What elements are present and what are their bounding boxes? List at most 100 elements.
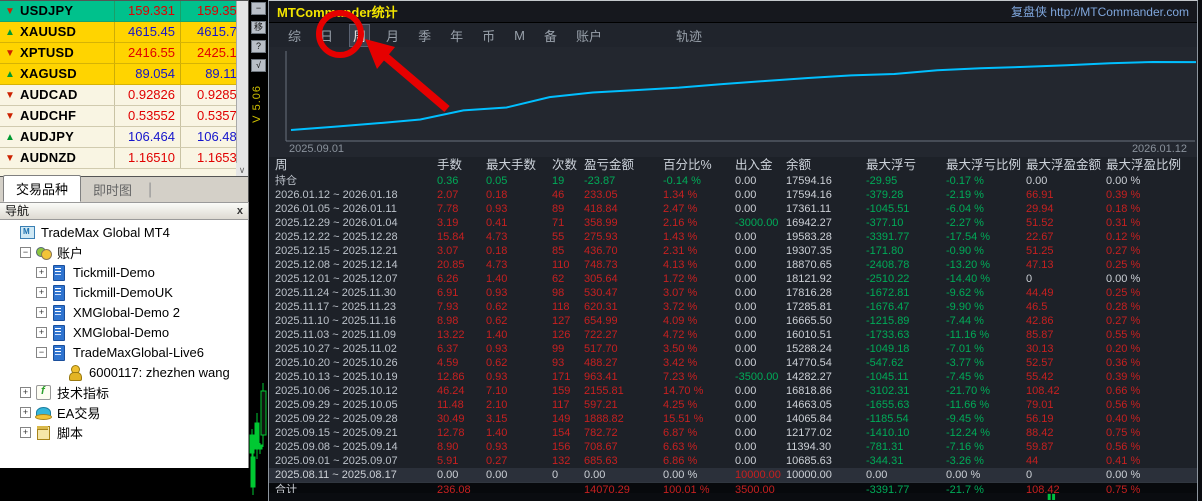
table-cell: 19307.35 xyxy=(786,245,832,257)
tree-item-server[interactable]: − TradeMaxGlobal-Live6 xyxy=(0,342,248,362)
table-cell: 4.73 xyxy=(486,231,508,243)
tree-item-server[interactable]: + Tickmill-Demo xyxy=(0,262,248,282)
scroll-down-arrow-icon[interactable]: ∨ xyxy=(236,163,248,176)
table-row[interactable]: 2025.12.08 ~ 2025.12.14 20.85 4.73 110 748.7… xyxy=(269,258,1197,272)
expand-plus-icon[interactable]: + xyxy=(36,286,47,298)
market-watch-scrollbar[interactable]: ∨ xyxy=(236,1,248,176)
table-row[interactable]: 2025.11.24 ~ 2025.11.30 6.91 0.93 98 530.47 3… xyxy=(269,286,1197,300)
table-row[interactable]: 2025.09.08 ~ 2025.09.14 8.90 0.93 156 708.67… xyxy=(269,440,1197,454)
menu-item-月[interactable]: 月 xyxy=(386,28,400,44)
tab-tick-chart[interactable]: 即时图 xyxy=(93,183,133,198)
arrow-down-icon: ▼ xyxy=(5,48,15,59)
table-row[interactable]: 2025.10.06 ~ 2025.10.12 46.24 7.10 159 2155.… xyxy=(269,384,1197,398)
menu-item-周[interactable]: 周 xyxy=(349,23,371,47)
check-button[interactable]: √ xyxy=(251,59,266,72)
table-cell: 4.72 % xyxy=(663,329,698,341)
expand-plus-icon[interactable]: + xyxy=(20,426,31,438)
tree-item-server[interactable]: + XMGlobal-Demo xyxy=(0,322,248,342)
table-cell: 4.73 xyxy=(486,259,508,271)
market-row[interactable]: ▼ XPTUSD 2416.55 2425.15 xyxy=(0,43,248,64)
table-row[interactable]: 合计 236.08 14070.29 100.01 % 3500.00 -3391.77-… xyxy=(269,482,1197,496)
tree-item-script[interactable]: + 脚本 xyxy=(0,422,248,442)
table-row[interactable]: 2025.12.01 ~ 2025.12.07 6.26 1.40 62 305.64 1… xyxy=(269,272,1197,286)
menu-item-综[interactable]: 综 xyxy=(288,28,302,44)
menu-item-备[interactable]: 备 xyxy=(543,28,557,44)
market-row[interactable]: ▲ AUDJPY 106.464 106.486 xyxy=(0,127,248,148)
expand-plus-icon[interactable]: + xyxy=(36,326,47,338)
move-button[interactable]: 移 xyxy=(251,21,266,34)
table-cell: 6.63 % xyxy=(663,441,698,453)
server-icon xyxy=(51,284,68,301)
table-cell: 46 xyxy=(552,189,565,201)
menu-item-轨迹[interactable]: 轨迹 xyxy=(675,28,702,44)
table-cell: 4.25 % xyxy=(663,399,698,411)
table-cell: 0.20 % xyxy=(1106,343,1141,355)
expand-plus-icon[interactable]: + xyxy=(20,406,31,418)
table-row[interactable]: 2025.09.22 ~ 2025.09.28 30.49 3.15 149 1888.… xyxy=(269,412,1197,426)
table-cell: -29.95 xyxy=(866,175,898,187)
table-row[interactable]: 持仓 0.36 0.05 19 -23.87 -0.14 % 0.00 17594.16 -29… xyxy=(269,174,1197,188)
table-cell: 0.18 % xyxy=(1106,203,1141,215)
table-row[interactable]: 2025.10.13 ~ 2025.10.19 12.86 0.93 171 963.4… xyxy=(269,370,1197,384)
table-cell: 56.19 xyxy=(1026,413,1054,425)
table-row[interactable]: 2025.10.20 ~ 2025.10.26 4.59 0.62 93 488.27 3… xyxy=(269,356,1197,370)
collapse-minus-icon[interactable]: − xyxy=(20,246,31,258)
table-row[interactable]: 2026.01.12 ~ 2026.01.18 2.07 0.18 46 233.05 1… xyxy=(269,188,1197,202)
menu-item-季[interactable]: 季 xyxy=(418,28,432,44)
brand-link[interactable]: 复盘侠 http://MTCommander.com xyxy=(1010,5,1189,19)
expand-plus-icon[interactable]: + xyxy=(36,306,47,318)
table-row[interactable]: 2025.09.01 ~ 2025.09.07 5.91 0.27 132 685.63… xyxy=(269,454,1197,468)
table-row[interactable]: 2026.01.05 ~ 2026.01.11 7.78 0.93 89 418.84 2… xyxy=(269,202,1197,216)
table-cell: 79.01 xyxy=(1026,399,1054,411)
table-row[interactable]: 2025.12.22 ~ 2025.12.28 15.84 4.73 55 275.93… xyxy=(269,230,1197,244)
tree-item-indicator[interactable]: + 技术指标 xyxy=(0,382,248,402)
market-row[interactable]: ▲ XAUUSD 4615.45 4615.79 xyxy=(0,22,248,43)
expand-plus-icon[interactable]: + xyxy=(20,386,31,398)
table-cell: 0.40 % xyxy=(1106,413,1141,425)
market-row[interactable]: ▼ USDJPY 159.331 159.352 xyxy=(0,1,248,22)
table-row[interactable]: 2025.11.10 ~ 2025.11.16 8.98 0.62 127 654.99… xyxy=(269,314,1197,328)
tree-item-accounts[interactable]: − 账户 xyxy=(0,242,248,262)
table-row[interactable]: 2025.12.29 ~ 2026.01.04 3.19 0.41 71 358.99 2… xyxy=(269,216,1197,230)
column-header: 最大浮盈金额 xyxy=(1026,158,1102,172)
minimize-button[interactable]: − xyxy=(251,2,266,15)
table-row[interactable]: 2025.11.17 ~ 2025.11.23 7.93 0.62 118 620.31… xyxy=(269,300,1197,314)
table-row[interactable]: 2025.11.03 ~ 2025.11.09 13.22 1.40 126 722.2… xyxy=(269,328,1197,342)
table-cell: 10685.63 xyxy=(786,455,832,467)
tree-item-server[interactable]: + XMGlobal-Demo 2 xyxy=(0,302,248,322)
table-cell: 685.63 xyxy=(584,455,618,467)
close-icon[interactable]: x xyxy=(236,205,243,217)
table-row[interactable]: 2025.09.29 ~ 2025.10.05 11.48 2.10 117 597.2… xyxy=(269,398,1197,412)
table-cell: -1049.18 xyxy=(866,343,910,355)
tree-item-user[interactable]: 6000117: zhezhen wang xyxy=(0,362,248,382)
menu-item-币[interactable]: 币 xyxy=(482,28,496,44)
help-button[interactable]: ? xyxy=(251,40,266,53)
menu-item-账户[interactable]: 账户 xyxy=(575,28,602,44)
tab-divider: | xyxy=(148,181,153,198)
market-row[interactable]: ▼ AUDCHF 0.53552 0.53574 xyxy=(0,106,248,127)
tree-item-server[interactable]: + Tickmill-DemoUK xyxy=(0,282,248,302)
market-row[interactable]: ▼ AUDCAD 0.92826 0.92850 xyxy=(0,85,248,106)
menu-item-年[interactable]: 年 xyxy=(450,28,464,44)
menu-item-日[interactable]: 日 xyxy=(320,28,334,44)
market-row[interactable]: ▲ XAGUSD 89.054 89.115 xyxy=(0,64,248,85)
arrow-down-icon: ▼ xyxy=(5,90,15,101)
tree-item-label: Tickmill-Demo xyxy=(73,264,155,280)
table-row[interactable]: 2025.08.11 ~ 2025.08.17 0.00 0.00 0 0.00 0.00… xyxy=(269,468,1197,482)
table-cell: -1410.10 xyxy=(866,427,910,439)
tree-item-platform[interactable]: TradeMax Global MT4 xyxy=(0,222,248,242)
collapse-minus-icon[interactable]: − xyxy=(36,346,47,358)
table-cell: 0.55 % xyxy=(1106,329,1141,341)
tree-item-ea[interactable]: + EA交易 xyxy=(0,402,248,422)
table-cell: 110 xyxy=(552,259,570,271)
market-row[interactable]: ▼ AUDNZD 1.16510 1.16534 xyxy=(0,148,248,169)
table-cell: 6.86 % xyxy=(663,455,698,467)
tab-symbols[interactable]: 交易品种 xyxy=(3,175,82,202)
table-row[interactable]: 2025.12.15 ~ 2025.12.21 3.07 0.18 85 436.70 2… xyxy=(269,244,1197,258)
table-row[interactable]: 2025.10.27 ~ 2025.11.02 6.37 0.93 99 517.70 3… xyxy=(269,342,1197,356)
menu-item-M[interactable]: M xyxy=(514,27,525,43)
table-row[interactable]: 2025.09.15 ~ 2025.09.21 12.78 1.40 154 782.7… xyxy=(269,426,1197,440)
table-cell: 132 xyxy=(552,455,571,467)
table-cell: 1.43 % xyxy=(663,231,698,243)
expand-plus-icon[interactable]: + xyxy=(36,266,47,278)
